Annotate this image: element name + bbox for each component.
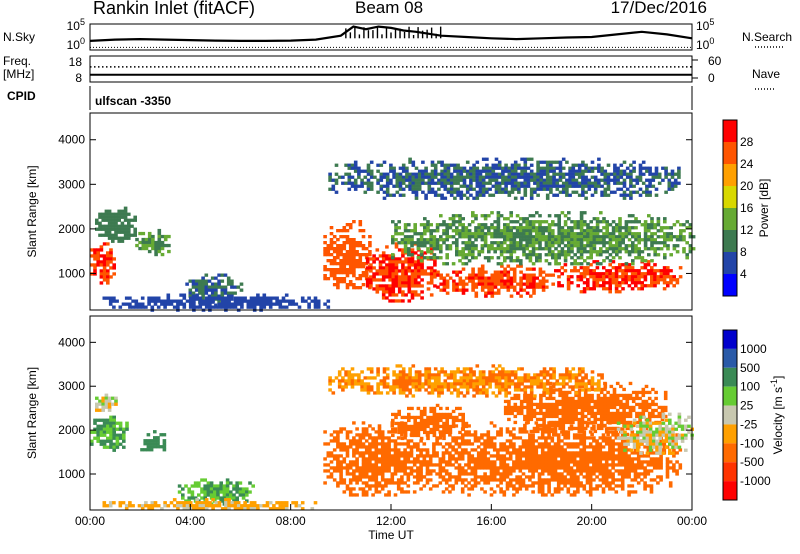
- freq-right-tick-high: 60: [708, 54, 722, 68]
- date-title: 17/Dec/2016: [610, 0, 707, 17]
- noise-panel-frame: [89, 23, 693, 51]
- velocity-map-region-4: [102, 498, 318, 511]
- nave-label: Nave: [752, 67, 781, 81]
- freq-left-tick-low: 8: [75, 71, 82, 85]
- velocity-colorbar-frame: [722, 329, 738, 501]
- power-map-region-2: [135, 228, 171, 257]
- velocity-colorbar-bin-4: [723, 405, 737, 425]
- power-map-region-0: [90, 242, 116, 285]
- power-map-region-5: [323, 220, 372, 290]
- power-colorbar-tick-3: 16: [740, 201, 754, 215]
- velocity-colorbar-bin-7: [723, 462, 737, 482]
- velocity-ylabel: Slant Range [km]: [25, 367, 39, 459]
- velocity-map-region-10: [328, 364, 608, 398]
- power-colorbar-bin-6: [723, 142, 737, 164]
- velocity-ytick-label-2: 3000: [58, 379, 85, 393]
- velocity-colorbar-bin-3: [723, 386, 737, 406]
- power-colorbar-bin-7: [723, 120, 737, 142]
- power-map-cells: [90, 157, 696, 312]
- velocity-colorbar-bin-1: [723, 348, 737, 368]
- velocity-colorbar-label: Velocity [m s-1]: [769, 376, 785, 455]
- power-panel-frame: [89, 112, 693, 311]
- xtick-label-5: 20:00: [577, 514, 607, 528]
- velocity-colorbar-bin-0: [723, 330, 737, 349]
- noise-right-tick-high: 105: [696, 17, 714, 33]
- velocity-map-region-9: [616, 412, 694, 455]
- power-ylabel: Slant Range [km]: [25, 165, 39, 257]
- xaxis-label: Time UT: [368, 528, 414, 542]
- velocity-colorbar-bin-2: [723, 367, 737, 387]
- xtick-label-3: 12:00: [376, 514, 406, 528]
- power-colorbar-bin-3: [723, 208, 737, 230]
- power-colorbar-tick-6: 28: [740, 135, 754, 149]
- velocity-colorbar-bin-6: [723, 443, 737, 463]
- power-map-region-9: [391, 211, 696, 266]
- cpid-label: CPID: [7, 89, 36, 103]
- power-colorbar-bin-0: [723, 274, 737, 296]
- power-colorbar-tick-5: 24: [740, 157, 754, 171]
- nsky-label: N.Sky: [3, 30, 36, 44]
- power-map-region-1: [95, 206, 137, 243]
- power-colorbar-tick-2: 12: [740, 223, 754, 237]
- cpid-value: ulfscan -3350: [95, 94, 172, 108]
- power-colorbar-bin-2: [723, 230, 737, 252]
- velocity-map-cells: [90, 364, 694, 511]
- power-ytick-label-1: 2000: [58, 222, 85, 236]
- power-map-region-10: [328, 157, 681, 200]
- xtick-label-0: 00:00: [75, 514, 105, 528]
- power-colorbar-tick-0: 4: [740, 267, 747, 281]
- velocity-map-region-5: [323, 421, 430, 497]
- power-colorbar-tick-4: 20: [740, 179, 754, 193]
- xtick-label-4: 16:00: [476, 514, 506, 528]
- velocity-colorbar-tick-4: -25: [740, 417, 758, 431]
- xtick-label-6: 00:00: [677, 514, 707, 528]
- velocity-map-region-6: [391, 403, 469, 441]
- velocity-colorbar-bin-5: [723, 424, 737, 444]
- velocity-map-region-1: [95, 393, 118, 412]
- velocity-colorbar-tick-7: -1000: [740, 474, 771, 488]
- freq-right-tick-low: 0: [708, 71, 715, 85]
- power-map-region-8: [554, 260, 683, 294]
- power-colorbar-bin-4: [723, 186, 737, 208]
- power-map-region-7: [436, 264, 555, 298]
- velocity-colorbar-tick-1: 500: [740, 361, 760, 375]
- power-map-region-6: [365, 242, 437, 303]
- velocity-colorbar-tick-5: -100: [740, 436, 764, 450]
- noise-left-tick-low: 100: [67, 36, 85, 52]
- velocity-colorbar-bin-8: [723, 481, 737, 500]
- power-colorbar-tick-1: 8: [740, 245, 747, 259]
- freq-label-line1: Freq.: [3, 54, 32, 68]
- freq-panel-frame: [89, 55, 693, 83]
- nsearch-label: N.Search: [742, 30, 793, 44]
- power-ytick-label-3: 4000: [58, 133, 85, 147]
- station-title: Rankin Inlet (fitACF): [93, 0, 256, 18]
- power-ytick-label-2: 3000: [58, 177, 85, 191]
- freq-label-line2: [MHz]: [3, 67, 35, 81]
- noise-right-tick-low: 100: [696, 36, 714, 52]
- power-colorbar-bin-1: [723, 252, 737, 274]
- velocity-colorbar-tick-0: 1000: [740, 342, 767, 356]
- beam-title: Beam 08: [355, 0, 424, 17]
- velocity-ytick-label-0: 1000: [58, 467, 85, 481]
- xtick-label-1: 04:00: [175, 514, 205, 528]
- velocity-map-region-0: [90, 415, 129, 452]
- velocity-colorbar-tick-3: 25: [740, 399, 754, 413]
- noise-series-0: [89, 25, 693, 42]
- power-colorbar-frame: [722, 119, 738, 297]
- velocity-ytick-label-1: 2000: [58, 423, 85, 437]
- power-colorbar-label: Power [dB]: [757, 179, 771, 238]
- velocity-colorbar-tick-2: 100: [740, 380, 760, 394]
- power-ytick-label-0: 1000: [58, 266, 85, 280]
- power-colorbar-bin-5: [723, 164, 737, 186]
- xtick-label-2: 08:00: [276, 514, 306, 528]
- noise-left-tick-high: 105: [67, 17, 85, 33]
- velocity-ytick-label-3: 4000: [58, 335, 85, 349]
- velocity-map-region-2: [140, 430, 167, 452]
- velocity-colorbar-tick-6: -500: [740, 455, 764, 469]
- freq-left-tick-high: 18: [69, 55, 83, 69]
